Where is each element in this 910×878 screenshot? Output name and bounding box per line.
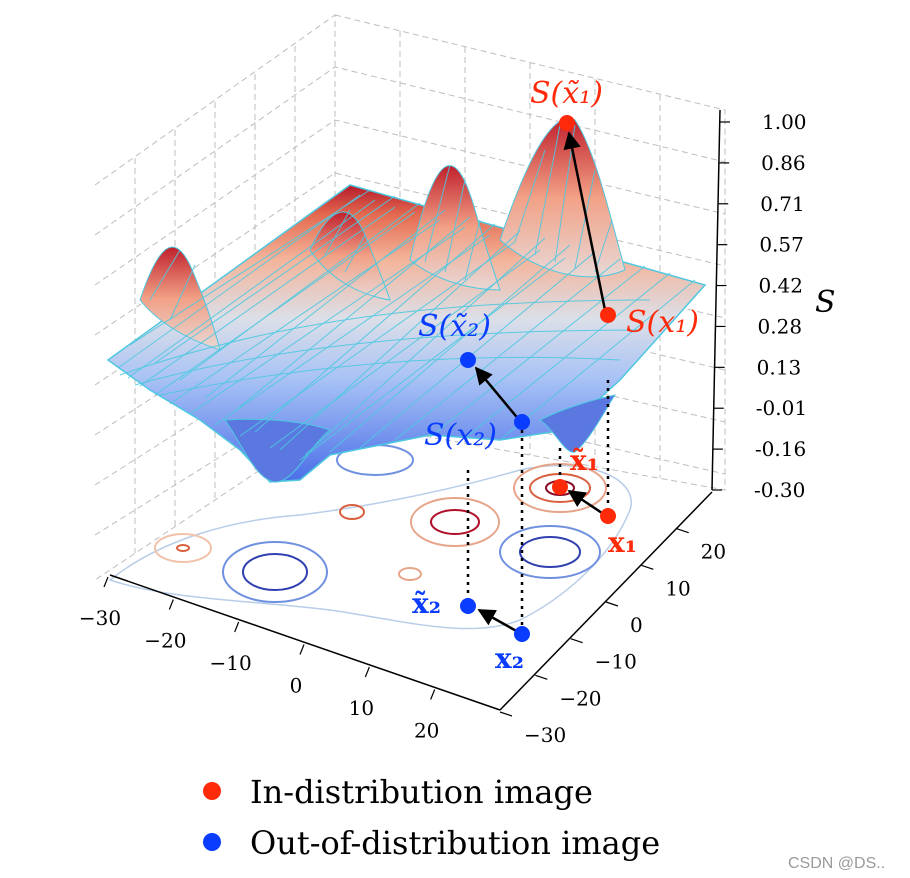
point-x1 (600, 508, 616, 524)
watermark: CSDN @DS.. (788, 855, 885, 872)
z-tick-label: 0.28 (758, 314, 803, 338)
y-tick-label: 10 (665, 576, 690, 600)
y-tick-mark (535, 675, 547, 679)
x-tick-label: −10 (210, 651, 252, 675)
x-tick-mark (104, 577, 108, 587)
legend: In-distribution image Out-of-distributio… (203, 773, 660, 862)
x-tick-mark (169, 600, 173, 610)
y-tick-mark (677, 529, 689, 533)
z-tick-label: 0.13 (757, 355, 802, 379)
point-x2 (514, 626, 530, 642)
y-tick-label: −10 (595, 650, 637, 674)
y-tick-mark (500, 712, 512, 716)
x-tick-label: 10 (349, 696, 374, 720)
z-tick-label: 0.71 (760, 192, 805, 216)
label-x1-tilde: x̃₁ (570, 444, 599, 477)
x-tick-mark (365, 667, 369, 677)
y-tick-label: −30 (524, 723, 566, 747)
legend-marker-ood (203, 833, 221, 851)
x-tick-mark (300, 645, 304, 655)
point-S-x2-tilde (460, 352, 476, 368)
z-tick-label: 0.42 (758, 274, 803, 298)
x-tick-mark (235, 622, 239, 632)
point-x2-tilde (460, 598, 476, 614)
x-tick-label: 20 (414, 719, 439, 743)
legend-marker-in (203, 782, 221, 800)
z-tick-label: -0.16 (755, 437, 806, 461)
z-tick-label: -0.30 (754, 478, 805, 502)
x-tick-label: −20 (144, 629, 186, 653)
floor-contours (110, 445, 631, 629)
point-S-x1 (600, 307, 616, 323)
y-tick-label: −20 (559, 686, 601, 710)
label-x2: x₂ (495, 642, 524, 675)
surface (108, 119, 705, 483)
x-tick-label: −30 (79, 606, 121, 630)
label-x2-tilde: x̃₂ (412, 587, 441, 620)
point-S-x2 (514, 414, 530, 430)
y-tick-mark (606, 602, 618, 606)
x-tick-mark (431, 690, 435, 700)
z-tick-label: 1.00 (762, 110, 807, 134)
point-S-x1-tilde (559, 115, 575, 131)
z-axis-label: S (815, 285, 836, 320)
label-S-x2-tilde: S(x̃₂) (418, 309, 491, 344)
legend-label-in: In-distribution image (250, 773, 593, 811)
legend-label-ood: Out-of-distribution image (250, 824, 660, 862)
z-tick-label: 0.86 (761, 151, 806, 175)
z-tick-label: 0.57 (759, 233, 804, 257)
label-S-x1-tilde: S(x̃₁) (530, 76, 603, 111)
label-x1: x₁ (608, 526, 637, 559)
label-S-x2: S(x₂) (424, 418, 497, 453)
label-S-x1: S(x₁) (626, 305, 699, 340)
y-tick-label: 20 (701, 540, 726, 564)
point-x1-tilde (552, 479, 568, 495)
z-axis: 1.00 0.86 0.71 0.57 0.42 0.28 0.13 -0.01 -0.16 -0… (712, 110, 836, 502)
y-tick-mark (641, 565, 653, 569)
x-tick-label: 0 (290, 674, 303, 698)
y-tick-label: 0 (630, 613, 643, 637)
z-tick-label: -0.01 (756, 396, 807, 420)
y-tick-mark (571, 639, 583, 643)
